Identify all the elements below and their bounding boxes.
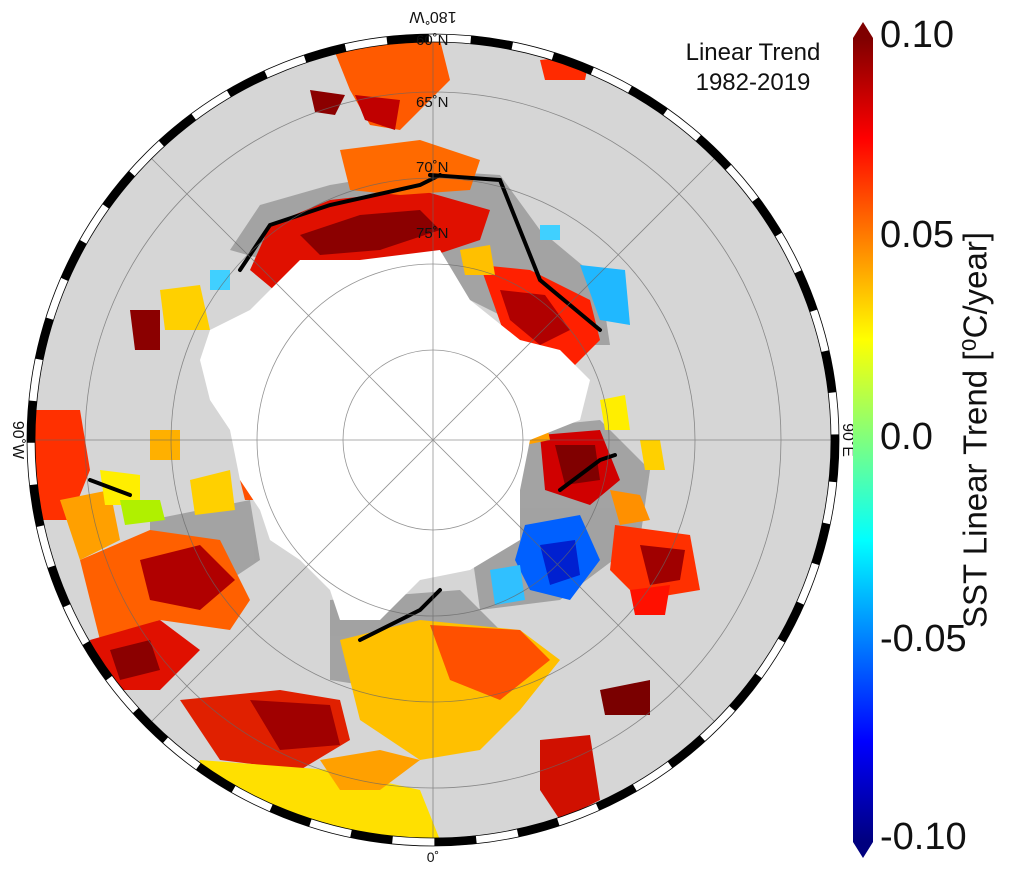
graticule — [33, 40, 833, 840]
title-line-2: 1982-2019 — [695, 69, 811, 96]
lat-label-75: 75˚N — [416, 225, 449, 242]
colorbar-tick--0.10: -0.10 — [880, 816, 967, 858]
colorbar-tick-0.10: 0.10 — [880, 14, 954, 56]
map-border-dashes — [27, 34, 839, 846]
colorbar — [853, 22, 873, 858]
lat-label-60: 60˚N — [416, 32, 449, 49]
lon-label-left: 90˚W — [9, 421, 26, 460]
lon-label-top: 180˚W — [409, 8, 457, 25]
sea-ice — [200, 250, 590, 620]
colorbar-ramp — [853, 38, 873, 842]
ice-edge-line — [88, 173, 617, 642]
lat-label-70: 70˚N — [416, 159, 449, 176]
map-disk — [33, 40, 833, 840]
colorbar-tick--0.05: -0.05 — [880, 618, 967, 660]
colorbar-tick-0.0: 0.0 — [880, 416, 933, 458]
colorbar-tick-0.05: 0.05 — [880, 214, 954, 256]
lon-label-bottom: 0˚ — [427, 849, 439, 865]
colorbar-min-arrow — [853, 842, 873, 858]
colorbar-max-arrow — [853, 22, 873, 38]
lat-label-65: 65˚N — [416, 94, 449, 111]
title-line-1: Linear Trend — [685, 39, 821, 66]
colorbar-label: SST Linear Trend [⁰C/year] — [956, 232, 994, 628]
map-title: Linear Trend 1982-2019 — [668, 38, 838, 98]
lon-label-right: 90˚E — [839, 423, 856, 457]
